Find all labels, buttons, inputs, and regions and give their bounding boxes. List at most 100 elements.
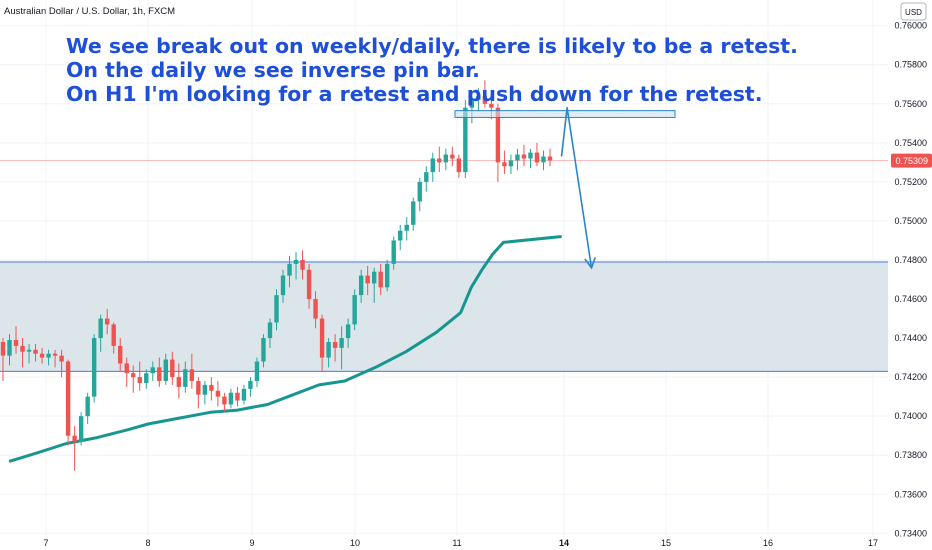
candle [104, 308, 110, 335]
candle [293, 252, 299, 280]
candle-body [450, 154, 455, 159]
support-zone [0, 160, 888, 372]
candle [157, 357, 162, 387]
candle [248, 377, 253, 397]
candle [378, 263, 383, 296]
y-tick-label: 0.73400 [894, 528, 927, 538]
annotation-line-3: On H1 I'm looking for a retest and push … [66, 82, 763, 106]
candle-body [339, 338, 344, 348]
candle [300, 250, 305, 280]
candle [183, 361, 188, 393]
candle [345, 318, 351, 348]
candle-body [352, 295, 357, 325]
y-tick-label: 0.74200 [894, 372, 927, 382]
candle-body [398, 230, 403, 241]
candle-body [196, 381, 201, 395]
candle-body [124, 363, 129, 374]
candle [424, 166, 429, 192]
candle [287, 256, 292, 288]
candle-body [476, 95, 481, 100]
candle-body [371, 271, 377, 284]
candle [417, 177, 422, 212]
candle-body [72, 435, 77, 442]
candle [515, 148, 520, 171]
candle-body [300, 259, 305, 270]
y-tick-label: 0.74000 [894, 411, 927, 421]
candle [46, 349, 51, 366]
candle [52, 349, 58, 368]
candle-body [131, 373, 136, 378]
candle-body [534, 152, 540, 163]
candle [332, 334, 338, 362]
projected-arrow-head [584, 257, 597, 270]
candle [72, 425, 77, 471]
candle-body [456, 158, 462, 173]
candle-body [144, 373, 149, 383]
candle-body [261, 338, 266, 362]
annotation-line-2: On the daily we see inverse pin bar. [66, 58, 480, 82]
candle [521, 144, 527, 167]
candle-body [46, 353, 51, 358]
candle-body [437, 158, 442, 163]
annotation-line-1: We see break out on weekly/daily, there … [66, 34, 798, 58]
candle [65, 359, 71, 446]
candle-body [287, 263, 292, 276]
candle [137, 361, 142, 391]
y-tick-label: 0.75000 [894, 216, 927, 226]
candle-body [104, 318, 110, 325]
candle-body [0, 341, 6, 356]
candle [547, 148, 553, 167]
candle [222, 392, 227, 413]
candle [313, 291, 318, 329]
candle-body [541, 156, 546, 163]
currency-label: USD [905, 8, 922, 17]
candle-body [495, 107, 501, 163]
x-tick-label: 9 [249, 538, 254, 548]
candle-body [118, 345, 123, 364]
candle [280, 269, 286, 303]
candle-body [404, 224, 409, 231]
candle [508, 154, 514, 175]
candle-body [358, 275, 364, 296]
candle-body [508, 160, 514, 167]
candle [352, 289, 357, 331]
x-axis[interactable]: 7 8 9 10 11 14 15 16 17 [43, 538, 878, 548]
candle [437, 146, 442, 173]
candle [111, 322, 116, 354]
candle-body [411, 201, 416, 225]
candle-body [209, 384, 214, 391]
candle [241, 384, 247, 405]
candle [163, 353, 168, 385]
support-zone-fill [0, 261, 888, 372]
candle [261, 334, 266, 368]
candle [196, 377, 201, 409]
candle [78, 412, 84, 446]
candle-body [20, 345, 25, 352]
candle-body [547, 156, 553, 161]
candle [235, 386, 240, 407]
candle-body [254, 361, 260, 382]
y-tick-label: 0.76000 [894, 21, 927, 31]
chart-title: Australian Dollar / U.S. Dollar, 1h, FXC… [4, 6, 175, 17]
candle-body [235, 392, 240, 401]
y-tick-label: 0.74600 [894, 294, 927, 304]
candle-body [515, 154, 520, 161]
x-tick-label: 8 [145, 538, 150, 548]
candle [391, 236, 396, 270]
candle-body [183, 369, 188, 387]
candle-body [502, 162, 507, 167]
annotation-text[interactable]: We see break out on weekly/daily, there … [66, 34, 798, 106]
candle [534, 142, 540, 167]
candle-body [521, 154, 527, 159]
candle-body [26, 349, 32, 352]
candle-body [417, 181, 422, 202]
candle [98, 314, 103, 352]
candle-body [98, 318, 103, 339]
moving-average [8, 235, 562, 463]
currency-badge[interactable] [900, 2, 927, 21]
y-axis[interactable]: 0.76000 0.75800 0.75600 0.75400 0.75200 0.750… [894, 21, 927, 539]
candle [20, 338, 25, 368]
candle-body [469, 99, 475, 108]
candle-body [489, 103, 494, 108]
